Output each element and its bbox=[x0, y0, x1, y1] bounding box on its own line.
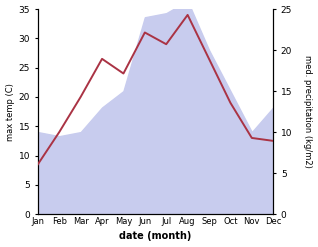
X-axis label: date (month): date (month) bbox=[119, 231, 192, 242]
Y-axis label: med. precipitation (kg/m2): med. precipitation (kg/m2) bbox=[303, 55, 313, 168]
Y-axis label: max temp (C): max temp (C) bbox=[5, 83, 15, 141]
